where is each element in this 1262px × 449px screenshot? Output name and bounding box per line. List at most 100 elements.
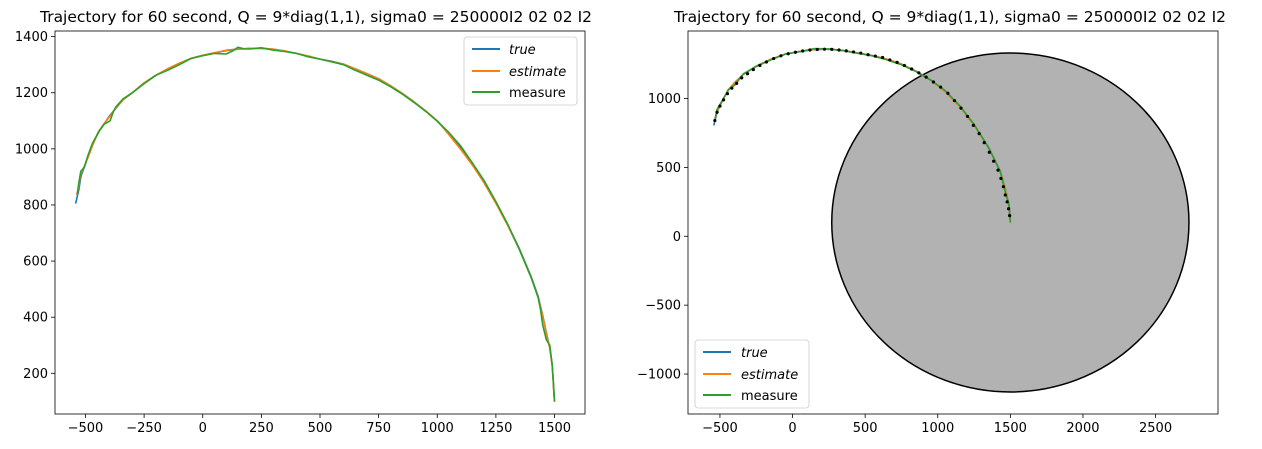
marker-point <box>859 51 863 55</box>
marker-point <box>977 132 981 136</box>
axes-frame <box>54 30 586 415</box>
marker-point <box>721 98 726 102</box>
marker-point <box>822 47 827 51</box>
marker-point <box>910 67 914 71</box>
axes-frame <box>687 30 1219 415</box>
marker-point <box>725 92 730 96</box>
x-tick-label: −500 <box>68 421 104 436</box>
y-tick-label: 1000 <box>15 142 48 157</box>
legend-box <box>463 36 578 106</box>
x-tick-label: 2500 <box>1139 421 1172 436</box>
y-tick-label: 200 <box>23 367 48 382</box>
marker-point <box>987 150 991 154</box>
marker-point <box>793 50 798 54</box>
marker-point <box>971 123 975 127</box>
x-tick-label: 1250 <box>479 421 512 436</box>
marker-point <box>786 52 790 56</box>
marker-point <box>758 63 762 68</box>
marker-point <box>982 140 986 145</box>
marker-point <box>959 106 963 110</box>
marker-point <box>808 48 812 52</box>
y-tick-label: 500 <box>656 161 681 176</box>
legend-estimate-label: estimate <box>509 65 566 80</box>
marker-point <box>939 85 943 89</box>
x-tick-label: 0 <box>199 421 207 436</box>
x-tick-label: 1500 <box>538 421 571 436</box>
marker-point <box>735 81 739 85</box>
y-axis-ticks: −1000 −500 0 500 1000 <box>637 92 688 383</box>
x-tick-label: −250 <box>126 421 162 436</box>
y-tick-label: 1400 <box>15 30 48 45</box>
x-tick-label: 1500 <box>994 421 1027 436</box>
marker-point <box>715 110 719 114</box>
marker-point <box>992 159 996 163</box>
x-tick-label: 500 <box>308 421 333 436</box>
legend-measure-label: measure <box>741 389 798 404</box>
marker-point <box>866 53 870 57</box>
marker-point <box>764 60 769 64</box>
marker-point <box>902 63 906 68</box>
x-tick-label: −500 <box>702 421 738 436</box>
marker-point <box>844 49 848 53</box>
marker-point <box>718 104 722 108</box>
marker-point <box>1005 200 1009 204</box>
marker-point <box>740 76 744 80</box>
marker-point <box>801 49 805 53</box>
marker-point <box>873 54 877 58</box>
plot-area <box>74 46 556 402</box>
x-axis-ticks: −500 −250 0 250 500 750 1000 1250 1500 <box>68 414 571 436</box>
marker-point <box>880 55 885 60</box>
legend: true estimate measure <box>694 339 810 409</box>
y-tick-label: 0 <box>673 230 681 245</box>
legend: true estimate measure <box>463 36 578 106</box>
y-tick-label: −1000 <box>637 368 681 383</box>
x-axis-ticks: −500 0 500 1000 1500 2000 2500 <box>702 414 1172 436</box>
right-chart: Trajectory for 60 second, Q = 9*diag(1,1… <box>637 8 1226 436</box>
marker-point <box>999 176 1003 181</box>
marker-point <box>851 50 856 54</box>
x-tick-label: 500 <box>853 421 878 436</box>
marker-point <box>965 114 970 119</box>
y-tick-label: −500 <box>645 299 681 314</box>
left-chart: Trajectory for 60 second, Q = 9*diag(1,1… <box>15 8 592 436</box>
marker-point <box>751 67 755 72</box>
marker-point <box>924 75 928 79</box>
legend-measure-label: measure <box>509 86 566 101</box>
marker-point <box>837 48 841 52</box>
marker-point <box>745 72 750 76</box>
marker-point <box>713 118 717 123</box>
marker-point <box>815 47 819 52</box>
y-axis-ticks: 200 400 600 800 1000 1200 1400 <box>15 30 55 382</box>
marker-point <box>772 56 776 61</box>
marker-point <box>830 47 834 51</box>
marker-point <box>1003 193 1007 197</box>
marker-point <box>888 58 892 62</box>
marker-point <box>779 54 783 58</box>
marker-point <box>952 98 957 103</box>
chart-title: Trajectory for 60 second, Q = 9*diag(1,1… <box>39 8 592 26</box>
y-tick-label: 1000 <box>648 92 681 107</box>
plot-area <box>713 47 1190 393</box>
series-line-measure <box>76 46 556 402</box>
marker-point <box>730 86 734 90</box>
x-tick-label: 1000 <box>921 421 954 436</box>
y-tick-label: 800 <box>23 198 48 213</box>
marker-point <box>1001 185 1005 189</box>
x-tick-label: 2000 <box>1066 421 1099 436</box>
series-line-measure <box>714 47 1012 223</box>
legend-true-label: true <box>509 43 536 58</box>
x-tick-label: 250 <box>249 421 274 436</box>
marker-point <box>917 71 921 75</box>
marker-point <box>931 80 935 84</box>
marker-point <box>996 168 1000 172</box>
marker-point <box>895 60 899 65</box>
legend-true-label: true <box>741 346 768 361</box>
marker-point <box>946 91 950 95</box>
legend-estimate-label: estimate <box>741 368 798 383</box>
y-tick-label: 400 <box>23 311 48 326</box>
marker-point <box>1007 207 1011 211</box>
x-tick-label: 750 <box>366 421 391 436</box>
chart-title: Trajectory for 60 second, Q = 9*diag(1,1… <box>673 8 1226 26</box>
y-tick-label: 1200 <box>15 86 48 101</box>
